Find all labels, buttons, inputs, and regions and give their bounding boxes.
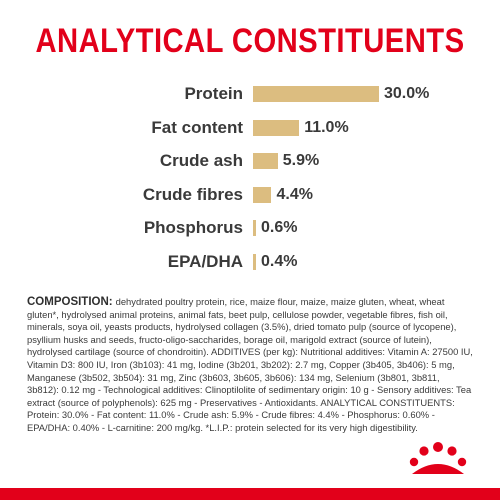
constituent-label: Fat content	[151, 117, 243, 137]
composition-text: COMPOSITION: dehydrated poultry protein, …	[27, 296, 473, 435]
composition-body: dehydrated poultry protein, rice, maize …	[27, 296, 473, 433]
constituent-bar	[253, 86, 379, 102]
bottom-brand-bar	[0, 488, 500, 500]
constituent-row: Protein 30.0%	[0, 82, 500, 106]
page-title: ANALYTICAL CONSTITUENTS	[35, 22, 465, 60]
constituent-label: Phosphorus	[143, 218, 243, 237]
royal-canin-crown-logo	[409, 442, 467, 474]
constituent-value: 5.9%	[282, 152, 320, 169]
constituent-bar	[253, 220, 256, 236]
constituent-row: Crude fibres 4.4%	[0, 183, 500, 207]
constituents-chart: Protein 30.0% Fat content 11.0% Crude ash 5.9…	[0, 82, 500, 282]
constituent-row: Phosphorus 0.6%	[0, 216, 500, 240]
constituent-row: Crude ash 5.9%	[0, 149, 500, 173]
constituent-row: Fat content 11.0%	[0, 116, 500, 140]
constituent-label: Crude fibres	[142, 184, 243, 204]
constituent-row: EPA/DHA 0.4%	[0, 250, 500, 274]
constituent-bar	[253, 253, 256, 270]
constituent-bar	[253, 119, 300, 136]
constituent-value: 0.4%	[261, 252, 298, 270]
constituent-bar	[253, 153, 278, 169]
constituent-value: 11.0%	[304, 118, 349, 136]
constituent-value: 0.6%	[261, 219, 298, 236]
constituent-bar	[253, 186, 272, 203]
constituent-value: 4.4%	[276, 185, 313, 203]
composition-heading: COMPOSITION:	[27, 296, 113, 308]
constituent-label: EPA/DHA	[167, 251, 243, 271]
constituent-value: 30.0%	[384, 85, 430, 102]
constituent-label: Crude ash	[159, 151, 243, 170]
constituent-label: Protein	[184, 84, 243, 103]
